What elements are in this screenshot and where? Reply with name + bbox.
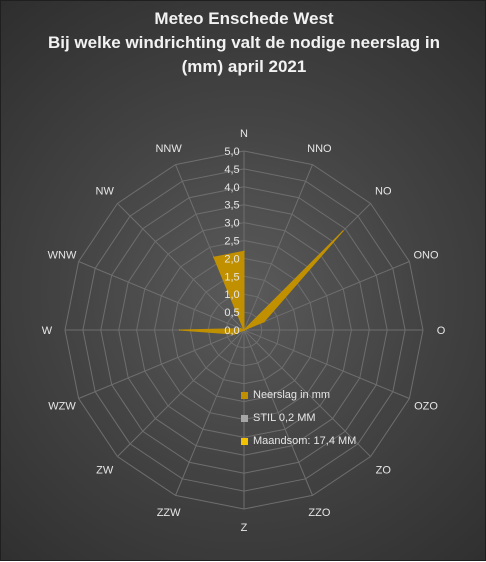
tick-label: 4,5 bbox=[224, 164, 239, 176]
category-label-zzo: ZZO bbox=[308, 507, 330, 519]
tick-label: 1,0 bbox=[224, 289, 239, 301]
category-label-ozo: OZO bbox=[414, 400, 438, 412]
category-label-n: N bbox=[240, 128, 248, 140]
data-point-no bbox=[341, 230, 344, 233]
category-label-o: O bbox=[437, 325, 446, 337]
radial-tick-labels: 0,0 0,5 1,0 1,5 2,0 2,5 3,0 3,5 4,0 4,5 5,0 bbox=[224, 146, 239, 337]
legend-label-neerslag: Neerslag in mm bbox=[253, 389, 331, 401]
category-label-ono: ONO bbox=[413, 250, 439, 262]
category-label-wnw: WNW bbox=[48, 250, 77, 262]
legend-swatch-stil bbox=[241, 414, 248, 422]
grid-spoke-zzo bbox=[243, 329, 313, 496]
category-label-no: NO bbox=[375, 186, 392, 198]
category-label-nw: NW bbox=[96, 186, 115, 198]
category-label-wzw: WZW bbox=[48, 400, 76, 412]
legend-item-stil: STIL 0,2 MM bbox=[241, 412, 316, 424]
legend-label-maandsom: Maandsom: 17,4 MM bbox=[253, 435, 357, 447]
chart-title: Meteo Enschede West Bij welke windrichti… bbox=[1, 7, 486, 79]
grid-spoke-zo bbox=[243, 329, 371, 457]
grid-spoke-ono bbox=[243, 261, 410, 331]
grid-spoke-wnw bbox=[78, 261, 245, 331]
category-labels: N NNO NO ONO O OZO ZO ZZO Z ZZW ZW WZW W WNW NW NNW bbox=[42, 128, 446, 534]
data-point-wnw bbox=[239, 327, 242, 330]
grid-spoke-wzw bbox=[78, 329, 245, 399]
legend-swatch-neerslag bbox=[241, 391, 248, 399]
tick-label: 3,5 bbox=[224, 200, 239, 212]
chart-title-line-1: Meteo Enschede West bbox=[154, 9, 334, 28]
category-label-nno: NNO bbox=[307, 143, 332, 155]
legend-swatch-maandsom bbox=[241, 437, 248, 445]
data-point-w bbox=[178, 329, 181, 331]
category-label-nnw: NNW bbox=[155, 143, 182, 155]
chart-title-line-2: Bij welke windrichting valt de nodige ne… bbox=[47, 33, 441, 52]
data-point-n bbox=[243, 250, 245, 253]
tick-label: 2,0 bbox=[224, 253, 239, 265]
grid-spoke-ozo bbox=[243, 329, 410, 399]
tick-label: 0,0 bbox=[224, 325, 239, 337]
category-label-w: W bbox=[42, 325, 53, 337]
data-point-nnw bbox=[213, 256, 215, 259]
category-label-zw: ZW bbox=[96, 464, 114, 476]
category-label-zzw: ZZW bbox=[157, 507, 181, 519]
tick-label: 5,0 bbox=[224, 146, 239, 158]
tick-label: 3,0 bbox=[224, 218, 239, 230]
data-point-ono bbox=[263, 320, 265, 323]
tick-label: 4,0 bbox=[224, 182, 239, 194]
data-point-wzw bbox=[233, 333, 235, 335]
legend-label-stil: STIL 0,2 MM bbox=[253, 412, 316, 424]
category-label-z: Z bbox=[241, 522, 248, 534]
tick-label: 0,5 bbox=[224, 307, 239, 319]
legend-item-neerslag: Neerslag in mm bbox=[241, 389, 330, 401]
grid-spoke-nw bbox=[117, 203, 245, 331]
data-point-nw bbox=[243, 329, 245, 331]
grid-spoke-zzw bbox=[175, 329, 245, 496]
grid-spoke-nno bbox=[243, 164, 313, 331]
grid-spoke-zw bbox=[117, 329, 245, 457]
tick-label: 1,5 bbox=[224, 271, 239, 283]
chart-title-line-3: (mm) april 2021 bbox=[181, 57, 307, 76]
tick-label: 2,5 bbox=[224, 236, 239, 248]
legend-item-maandsom: Maandsom: 17,4 MM bbox=[241, 435, 356, 447]
category-label-zo: ZO bbox=[376, 464, 392, 476]
radar-series bbox=[178, 230, 344, 335]
